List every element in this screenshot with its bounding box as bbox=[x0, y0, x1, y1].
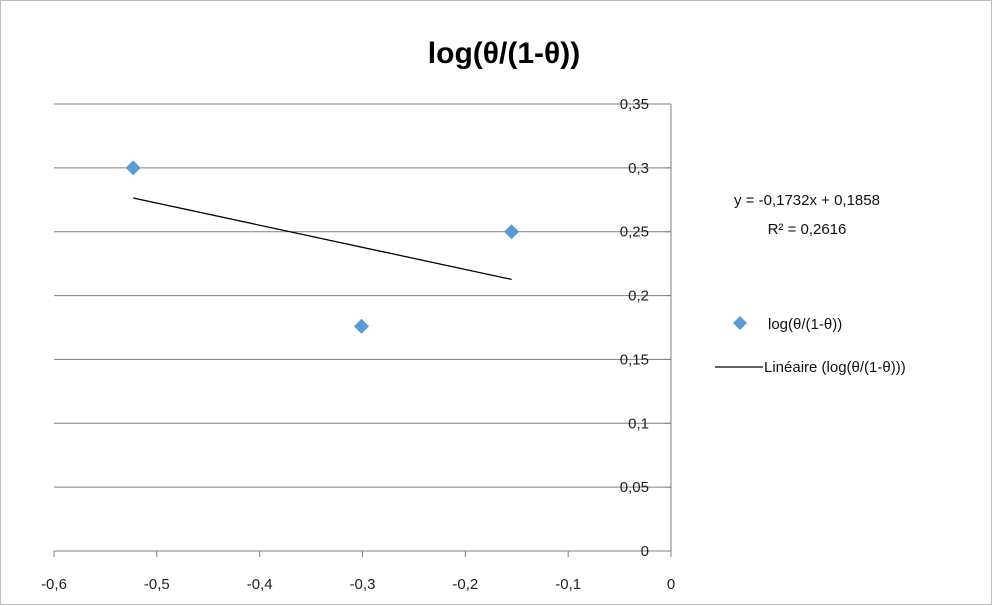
y-tick-label: 0 bbox=[641, 543, 649, 560]
x-tick-label: 0 bbox=[667, 576, 675, 593]
y-tick-label: 0,3 bbox=[628, 160, 649, 177]
x-tick-label: -0,5 bbox=[144, 576, 170, 593]
legend-series-label: log(θ/(1-θ)) bbox=[768, 316, 842, 333]
y-tick-label: 0,05 bbox=[620, 479, 649, 496]
y-tick-labels: 0 0,05 0,1 0,15 0,2 0,25 0,3 0,35 bbox=[620, 96, 649, 560]
legend-trendline-label: Linéaire (log(θ/(1-θ))) bbox=[764, 359, 906, 376]
axes bbox=[53, 103, 672, 557]
trendline-r2: R² = 0,2616 bbox=[768, 221, 847, 238]
legend: log(θ/(1-θ)) Linéaire (log(θ/(1-θ))) bbox=[715, 316, 906, 376]
data-point-diamond bbox=[504, 224, 520, 240]
x-tick-label: -0,2 bbox=[452, 576, 478, 593]
x-tick-label: -0,1 bbox=[555, 576, 581, 593]
trendline-equation: y = -0,1732x + 0,1858 bbox=[734, 192, 880, 209]
y-tick-label: 0,2 bbox=[628, 288, 649, 305]
gridlines bbox=[54, 103, 671, 488]
y-tick-label: 0,15 bbox=[620, 351, 649, 368]
trendline-group bbox=[133, 197, 512, 281]
y-tick-label: 0,1 bbox=[628, 415, 649, 432]
trendline bbox=[133, 197, 512, 281]
y-tick-label: 0,35 bbox=[620, 96, 649, 113]
chart-title: log(θ/(1-θ)) bbox=[428, 37, 580, 70]
x-tick-labels: -0,6 -0,5 -0,4 -0,3 -0,2 -0,1 0 bbox=[41, 576, 675, 593]
x-tick-label: -0,4 bbox=[247, 576, 273, 593]
x-tick-label: -0,6 bbox=[41, 576, 67, 593]
data-point-diamond bbox=[125, 160, 141, 176]
data-points bbox=[125, 160, 520, 334]
legend-diamond-icon bbox=[733, 316, 747, 330]
data-point-diamond bbox=[353, 318, 369, 334]
x-tick-label: -0,3 bbox=[350, 576, 376, 593]
y-tick-label: 0,25 bbox=[620, 224, 649, 241]
